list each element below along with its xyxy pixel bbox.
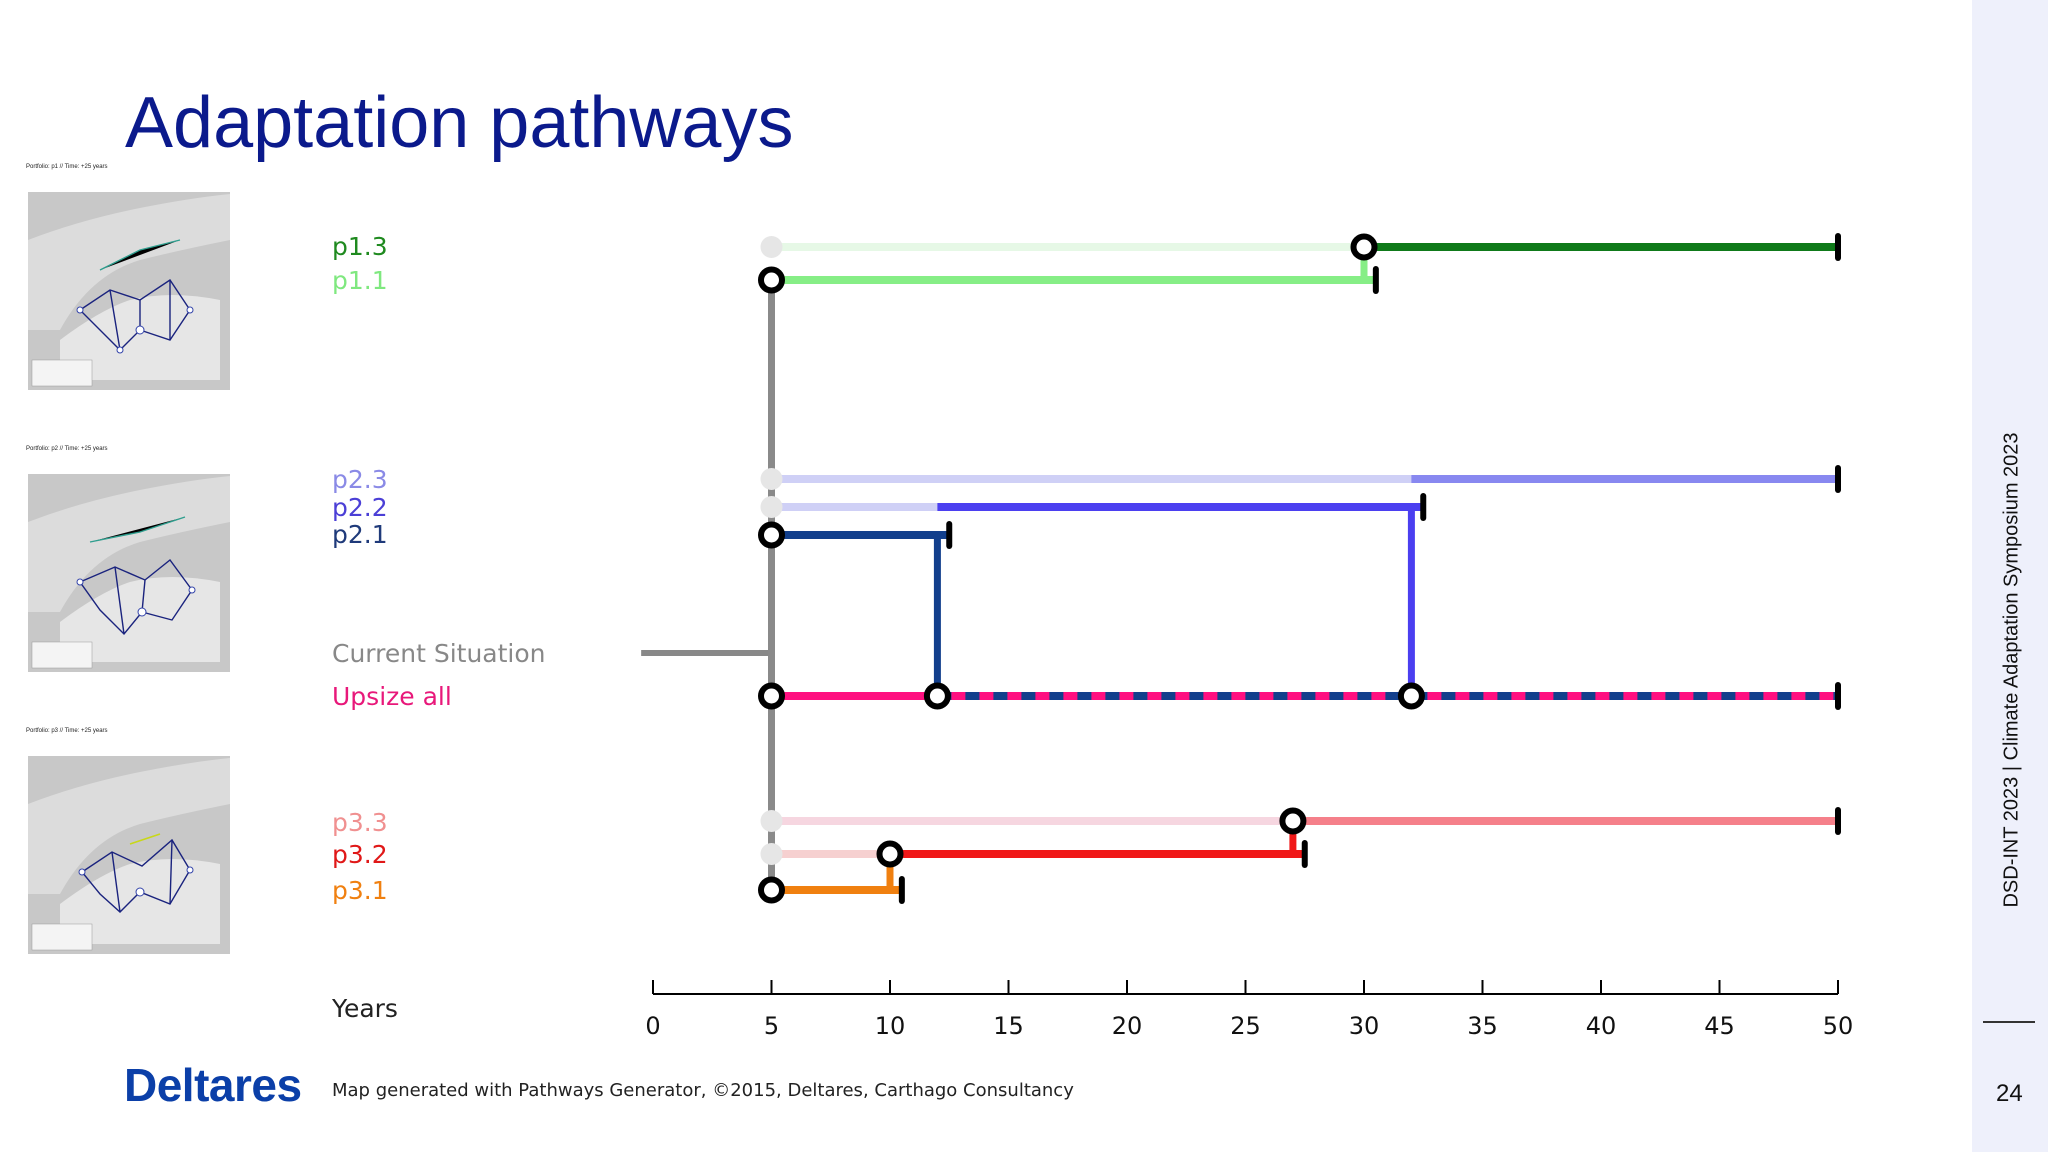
pathway-label-p3.3: p3.3 [332,808,388,837]
x-axis-tick-label-15: 15 [993,1012,1024,1040]
node-upsize [1397,682,1425,710]
event-footer-text: DSD-INT 2023 | Climate Adaptation Sympos… [2000,432,2023,908]
faint-node-p2.2 [760,496,783,518]
side-band [1972,0,2048,1152]
deltares-logo: Deltares [124,1059,302,1111]
map-image [28,474,230,672]
x-axis-tick-label-0: 0 [645,1012,660,1040]
node-upsize [758,682,785,710]
pathway-label-p2.3: p2.3 [332,465,388,494]
pathway-label-p2.2: p2.2 [332,493,388,522]
thumbnail-caption: Portfolio: p1 // Time: +25 years [26,164,108,170]
x-axis-tick-label-35: 35 [1467,1012,1498,1040]
faint-node-p2.3 [760,468,783,490]
node-p1.3 [1350,233,1378,261]
pathway-label-p1.1: p1.1 [332,266,388,295]
x-axis-tick-label-40: 40 [1586,1012,1617,1040]
pathway-label-p2.1: p2.1 [332,520,388,549]
x-axis-tick-label-25: 25 [1230,1012,1261,1040]
node-p2.1 [758,521,785,549]
faint-node-p3.3 [760,810,783,832]
x-axis-tick-label-5: 5 [764,1012,779,1040]
x-axis-tick-label-30: 30 [1349,1012,1380,1040]
pathway-label-current: Current Situation [332,639,546,668]
x-axis-tick-label-20: 20 [1112,1012,1143,1040]
pathway-label-p3.2: p3.2 [332,840,388,869]
node-upsize [923,682,951,710]
portfolio-map-thumbnail-p2: Portfolio: p2 // Time: +25 years [20,446,242,674]
thumbnail-caption: Portfolio: p3 // Time: +25 years [26,728,108,734]
divider [1983,1021,2035,1023]
credit-text: Map generated with Pathways Generator, ©… [332,1080,1074,1101]
x-axis-tick-label-45: 45 [1704,1012,1735,1040]
portfolio-map-thumbnail-p1: Portfolio: p1 // Time: +25 years [20,164,242,392]
adaptation-pathways-diagram: 0 5 10 15 20 25 30 35 40 45 50 [641,233,1854,1040]
x-axis-tick-label-10: 10 [875,1012,906,1040]
node-p1.1 [758,266,785,294]
axis-label-years: Years [332,994,398,1023]
map-image [28,192,230,390]
node-p3.3 [1279,807,1307,835]
map-image [28,756,230,954]
faint-node-p1.3 [760,236,783,258]
pathway-label-p3.1: p3.1 [332,876,388,905]
node-p3.1 [758,876,785,904]
pathway-label-upsize: Upsize all [332,682,452,711]
node-p3.2 [876,840,904,868]
faint-node-p3.2 [760,843,783,865]
page-number: 24 [1996,1080,2023,1107]
pathway-label-p1.3: p1.3 [332,232,388,261]
slide-title: Adaptation pathways [125,83,794,163]
thumbnail-caption: Portfolio: p2 // Time: +25 years [26,446,108,452]
x-axis-tick-label-50: 50 [1823,1012,1854,1040]
portfolio-map-thumbnail-p3: Portfolio: p3 // Time: +25 years [20,728,242,956]
